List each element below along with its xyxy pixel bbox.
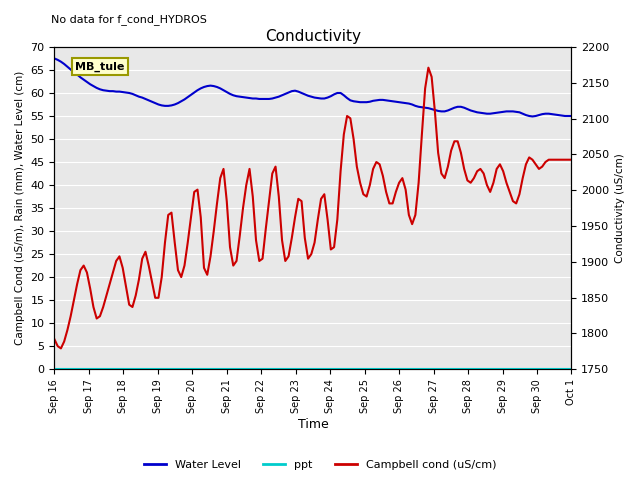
Title: Conductivity: Conductivity [265, 29, 361, 44]
Text: MB_tule: MB_tule [75, 61, 124, 72]
Text: No data for f_cond_HYDROS: No data for f_cond_HYDROS [51, 14, 207, 25]
X-axis label: Time: Time [298, 419, 328, 432]
Y-axis label: Conductivity (uS/cm): Conductivity (uS/cm) [615, 153, 625, 263]
Y-axis label: Campbell Cond (uS/m), Rain (mm), Water Level (cm): Campbell Cond (uS/m), Rain (mm), Water L… [15, 71, 25, 345]
Legend: Water Level, ppt, Campbell cond (uS/cm): Water Level, ppt, Campbell cond (uS/cm) [140, 456, 500, 474]
